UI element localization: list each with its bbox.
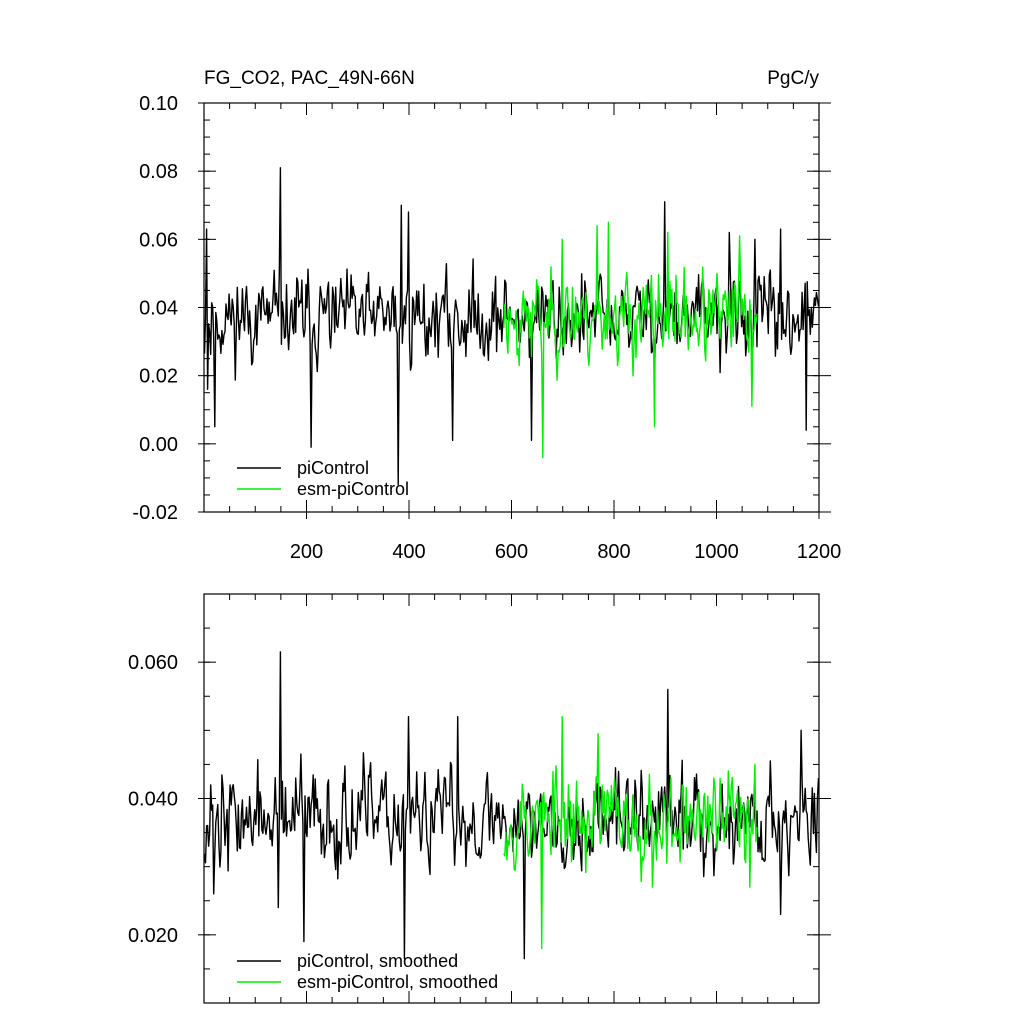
x-tick-labels: 200 400 600 800 1000 1200 xyxy=(290,541,841,563)
legend: piControl esm-piControl xyxy=(237,458,409,499)
legend: piControl, smoothed esm-piControl, smoot… xyxy=(237,951,498,992)
legend-label-esm-picontrol-smoothed: esm-piControl, smoothed xyxy=(297,972,498,992)
units-label: PgC/y xyxy=(767,68,819,89)
series-line-1 xyxy=(503,716,758,950)
y-tick-label: 0.020 xyxy=(128,925,178,947)
legend-label-picontrol-smoothed: piControl, smoothed xyxy=(297,951,458,971)
y-tick-label: 0.08 xyxy=(139,161,178,183)
tick-marks xyxy=(198,102,831,519)
y-tick-label: -0.02 xyxy=(132,502,178,524)
series-lines xyxy=(203,651,820,960)
y-tick-labels: -0.02 0.00 0.02 0.04 0.06 0.08 0.10 xyxy=(132,93,178,524)
legend-label-picontrol: piControl xyxy=(297,458,369,478)
x-tick-label: 800 xyxy=(597,541,630,563)
x-tick-label: 600 xyxy=(495,541,528,563)
series-line-1 xyxy=(503,221,758,459)
x-tick-label: 1000 xyxy=(694,541,739,563)
y-tick-label: 0.060 xyxy=(128,652,178,674)
y-tick-labels: 0.020 0.040 0.060 xyxy=(128,652,178,947)
chart-top: FG_CO2, PAC_49N-66N PgC/y -0.02 0.00 0.02 0… xyxy=(132,68,841,563)
series-lines xyxy=(203,167,820,486)
x-tick-label: 1200 xyxy=(797,541,842,563)
series-line-0 xyxy=(203,651,820,960)
x-tick-label: 200 xyxy=(290,541,323,563)
y-tick-label: 0.00 xyxy=(139,434,178,456)
legend-label-esm-picontrol: esm-piControl xyxy=(297,479,409,499)
chart-bottom: 0.020 0.040 0.060 piControl, smoothed esm-… xyxy=(128,593,831,1004)
x-tick-label: 400 xyxy=(392,541,425,563)
series-line-0 xyxy=(203,167,820,486)
tick-marks xyxy=(198,593,831,1004)
y-tick-label: 0.06 xyxy=(139,229,178,251)
y-tick-label: 0.04 xyxy=(139,298,178,320)
y-tick-label: 0.02 xyxy=(139,366,178,388)
y-tick-label: 0.040 xyxy=(128,789,178,811)
y-tick-label: 0.10 xyxy=(139,93,178,115)
chart-title: FG_CO2, PAC_49N-66N xyxy=(204,68,415,89)
